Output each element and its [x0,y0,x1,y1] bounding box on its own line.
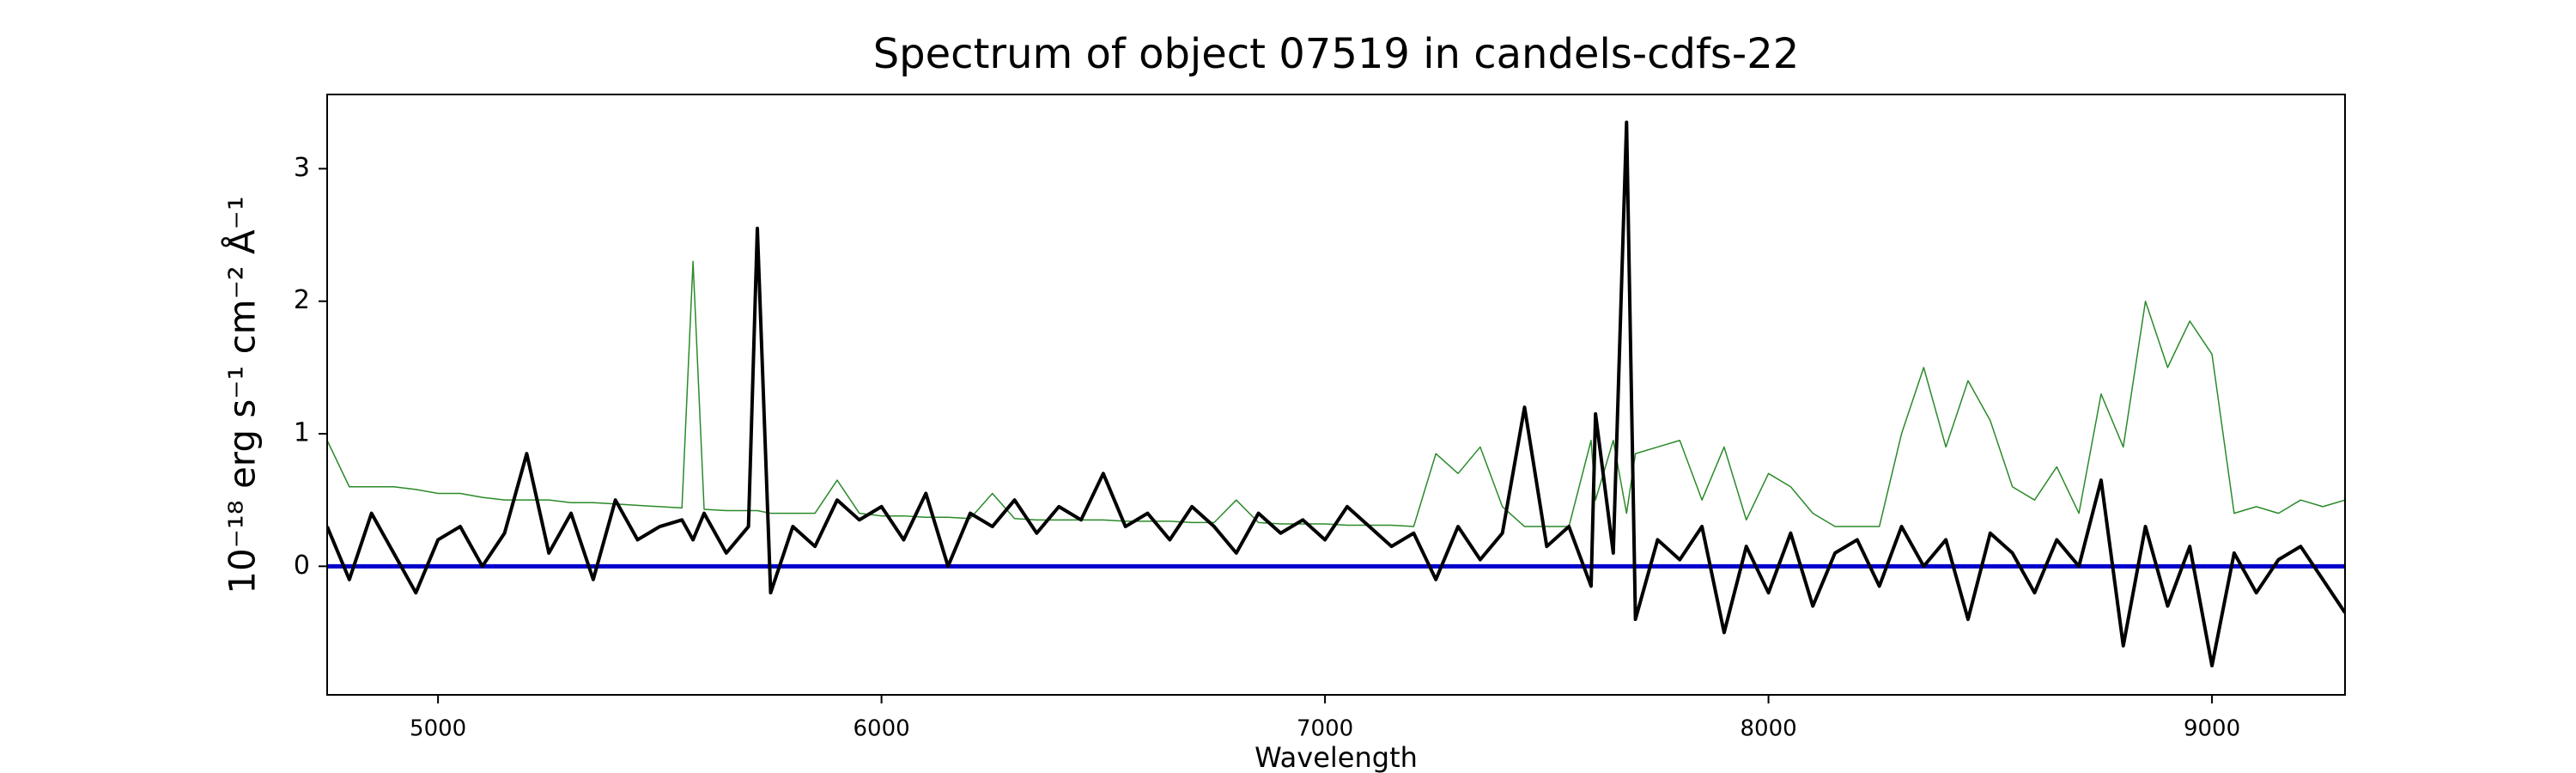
chart-title: Spectrum of object 07519 in candels-cdfs… [873,30,1800,78]
x-tick-label: 7000 [1297,716,1353,742]
spectrum-line [327,120,2345,668]
y-tick-label: 1 [294,418,310,448]
x-tick-label: 9000 [2184,716,2240,742]
y-axis-label: 10⁻¹⁸ erg s⁻¹ cm⁻² Å⁻¹ [221,196,264,593]
x-axis-label: Wavelength [1255,741,1418,773]
y-tick-label: 3 [294,153,310,183]
x-tick-label: 5000 [410,716,466,742]
x-tick-label: 8000 [1740,716,1796,742]
y-tick-label: 0 [294,551,310,581]
y-tick-label: 2 [294,285,310,315]
plot-frame [326,94,2346,696]
x-tick-label: 6000 [854,716,910,742]
